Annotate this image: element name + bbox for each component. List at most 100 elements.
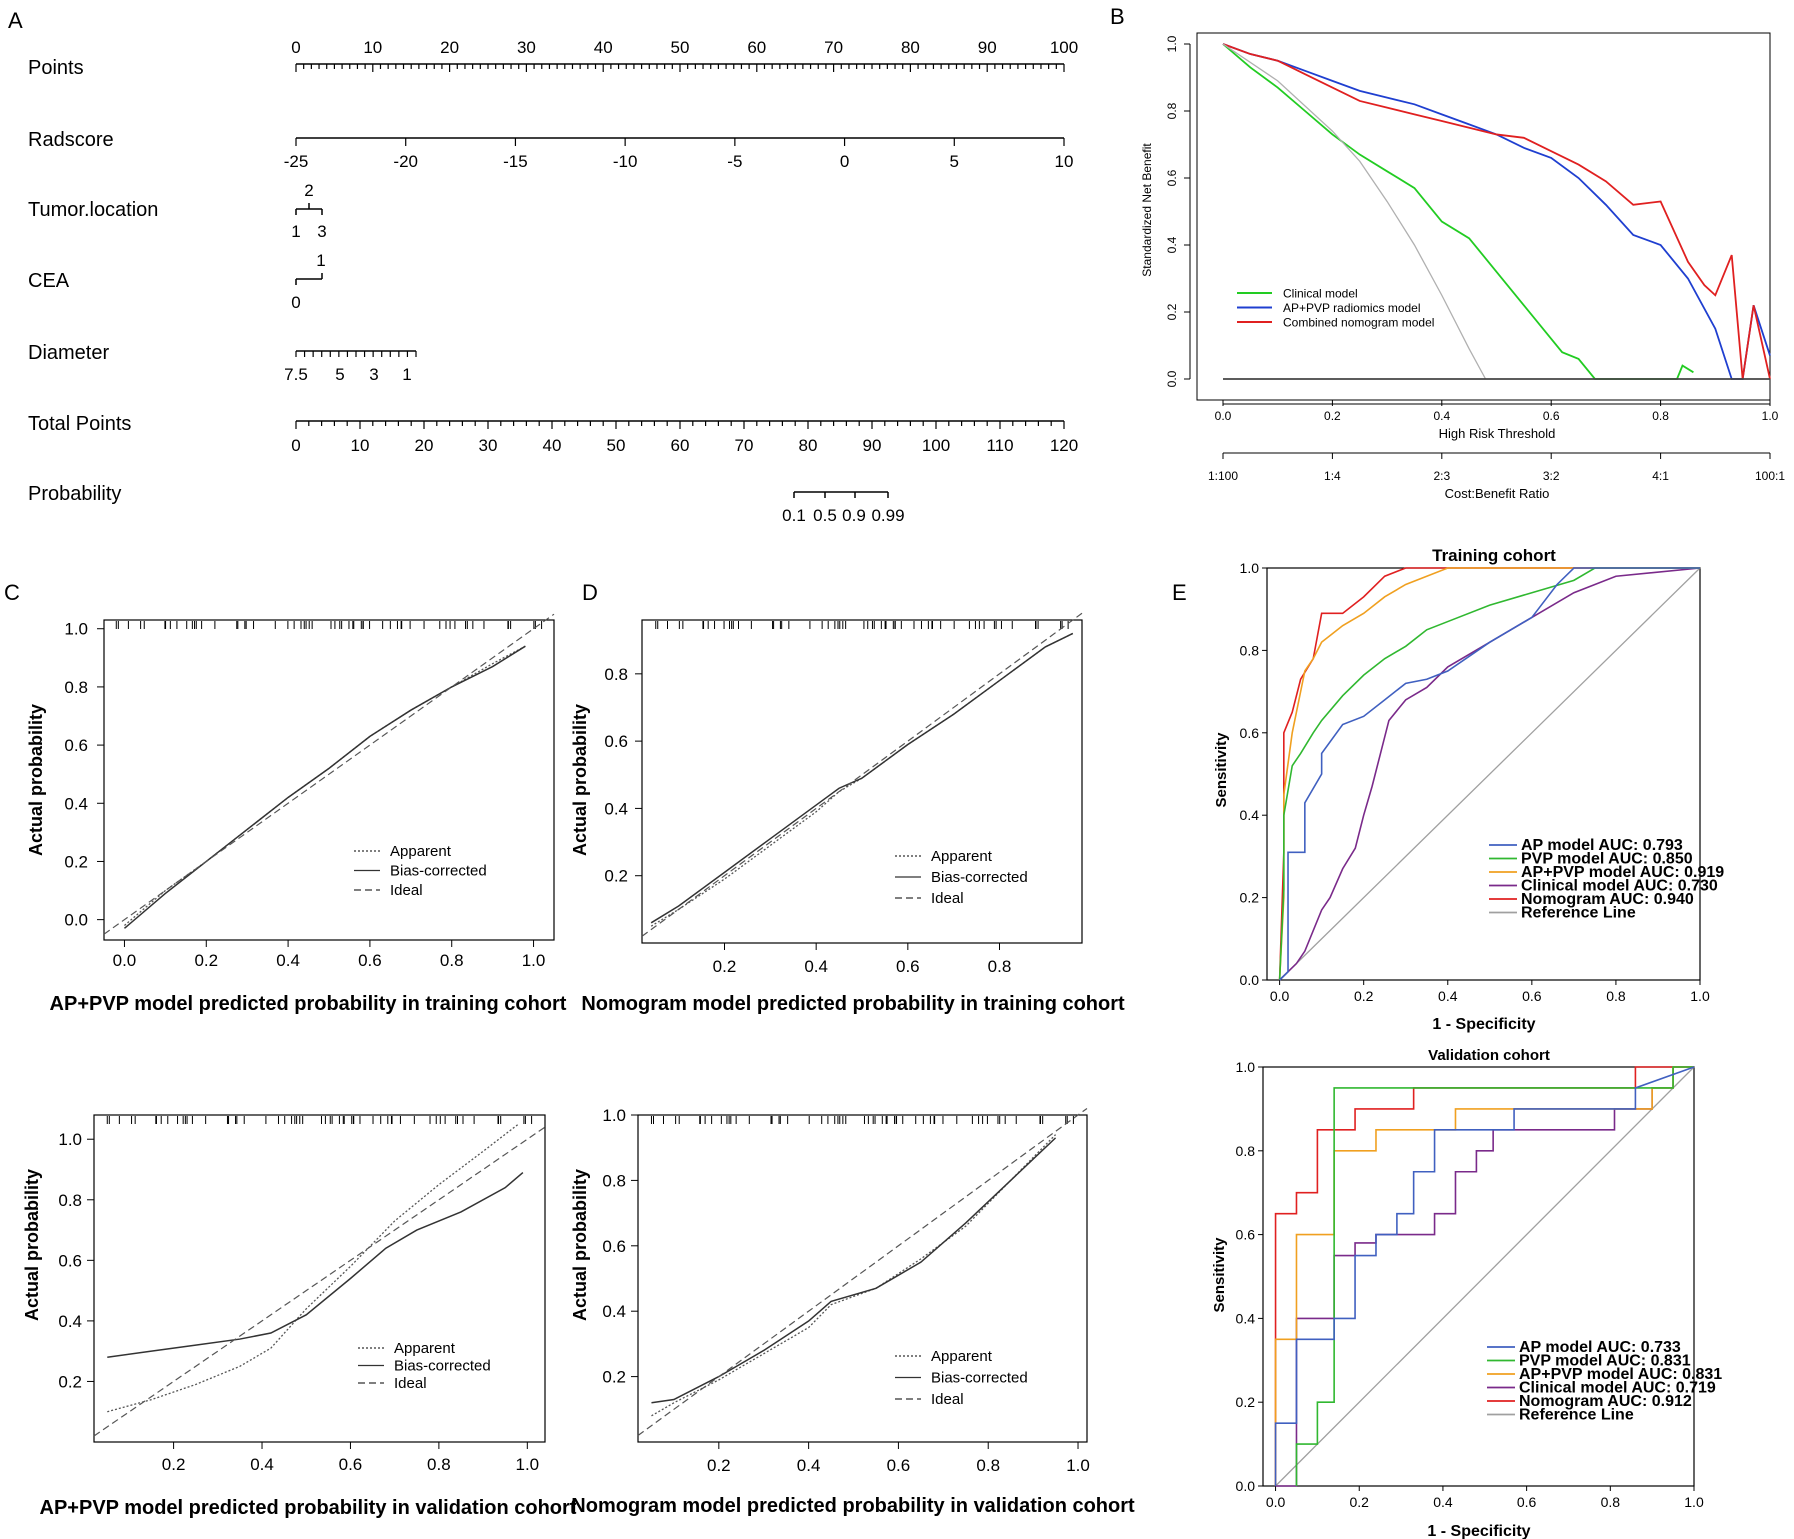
roc-y-tick-label: 0.6 <box>1240 725 1260 741</box>
calibration-rug <box>655 621 1069 629</box>
calibration-rug <box>106 1116 533 1124</box>
radscore-tick-label: -10 <box>613 152 638 171</box>
roc-frame <box>1262 1066 1695 1487</box>
points-tick-label: 80 <box>901 38 920 57</box>
points-tick-label: 60 <box>747 38 766 57</box>
total-points-tick-label: 20 <box>415 436 434 455</box>
calibration-legend-label: Apparent <box>390 843 452 860</box>
calibration-nomogram-training: 0.2 0.4 0.6 0.8 0.2 0.4 0.6 0.8 Apparent Bias-cor… <box>604 612 1083 976</box>
points-tick-label: 10 <box>363 38 382 57</box>
calibration-curve-bias-corrected <box>123 645 526 929</box>
calibration-y-tick-label: 0.8 <box>602 1171 626 1190</box>
calibration-curve-ideal <box>103 613 555 935</box>
roc-x-tick-label: 1.0 <box>1690 988 1710 1004</box>
radscore-tick-label: -15 <box>503 152 528 171</box>
calibration-y-tick-label: 1.0 <box>602 1106 626 1125</box>
calibration-y-tick-label: 0.4 <box>602 1302 626 1321</box>
calibration-x-tick-label: 0.8 <box>427 1455 451 1474</box>
roc-y-tick-label: 0.2 <box>1240 890 1260 906</box>
calibration-y-tick-label: 0.2 <box>64 852 88 871</box>
dca-series-treat-all <box>1222 43 1487 380</box>
calibration-nomogram-validation: 0.2 0.4 0.6 0.8 1.0 0.2 0.4 0.6 0.8 1.0 Apparent Bi… <box>602 1106 1089 1475</box>
calibration-curve-ideal <box>641 612 1083 937</box>
roc-training-panel: 0.0 0.2 0.4 0.6 0.8 1.0 0.0 0.2 0.4 0.6 0.8 1.0 AP m… <box>1240 560 1725 1004</box>
row-label-probability: Probability <box>28 483 121 505</box>
cea-level: 0 <box>291 293 300 312</box>
total-points-tick-label: 110 <box>986 436 1013 455</box>
row-label-points: Points <box>28 57 84 79</box>
roc-validation-y-label: Sensitivity <box>1211 1237 1228 1313</box>
roc-x-tick-label: 0.6 <box>1517 1494 1537 1510</box>
roc-legend-label: AP model AUC: 0.793 <box>1521 837 1683 854</box>
calibration-y-tick-label: 0.2 <box>604 867 628 886</box>
calibration-y-tick-label: 1.0 <box>64 620 88 639</box>
row-label-cea: CEA <box>28 270 70 292</box>
calibration-y-tick-label: 0.4 <box>58 1312 82 1331</box>
dca-y-tick-label: 1.0 <box>1165 35 1179 52</box>
calibration-frame <box>637 1114 1088 1443</box>
dca-series <box>1222 43 1771 380</box>
probability-tick-label: 0.9 <box>842 506 866 525</box>
dca-x-tick-label: 0.0 <box>1215 409 1232 423</box>
total-points-tick-label: 30 <box>479 436 498 455</box>
roc-legend-label: AP model AUC: 0.733 <box>1519 1339 1681 1356</box>
dca-series-ap-pvp-radiomics-model <box>1222 43 1771 380</box>
calibration-ap-pvp-training: 0.0 0.2 0.4 0.6 0.8 1.0 0.0 0.2 0.4 0.6 0.8 1.0 Appa… <box>64 613 555 970</box>
calibration-x-tick-label: 1.0 <box>522 951 546 970</box>
roc-legend-label: Nomogram AUC: 0.940 <box>1521 891 1694 908</box>
total-points-tick-label: 50 <box>607 436 626 455</box>
radscore-tick-label: 10 <box>1055 152 1074 171</box>
dca-y-tick-label: 0.0 <box>1165 370 1179 387</box>
calibration-ap-pvp-validation: 0.2 0.4 0.6 0.8 1.0 0.2 0.4 0.6 0.8 1.0 ApparentBi… <box>58 1114 546 1474</box>
calibration-y-tick-label: 1.0 <box>58 1130 82 1149</box>
roc-training-y-label: Sensitivity <box>1213 732 1230 808</box>
roc-y-tick-label: 0.4 <box>1236 1310 1256 1326</box>
calibration-x-tick-label: 0.4 <box>804 957 828 976</box>
calibration-legend-label: Ideal <box>394 1375 427 1392</box>
roc-x-tick-label: 0.0 <box>1270 988 1290 1004</box>
dca-x2-tick-label: 2:3 <box>1433 469 1450 483</box>
roc-validation-panel: 0.0 0.2 0.4 0.6 0.8 1.0 0.0 0.2 0.4 0.6 0.8 1.0 AP m… <box>1236 1059 1723 1510</box>
roc-x-tick-label: 0.2 <box>1350 1494 1370 1510</box>
roc-y-tick-label: 0.4 <box>1240 807 1260 823</box>
diameter-tick-label: 5 <box>335 365 344 384</box>
calibration-x-tick-label: 0.2 <box>707 1456 731 1475</box>
calibration-legend-label: Apparent <box>394 1340 456 1357</box>
calibration-y-tick-label: 0.0 <box>64 911 88 930</box>
roc-y-tick-label: 0.0 <box>1240 972 1260 988</box>
points-tick-label: 0 <box>291 38 300 57</box>
calibration-legend-label: Ideal <box>390 882 423 899</box>
calibration-x-tick-label: 0.6 <box>896 957 920 976</box>
dca-y-axis-label: Standardized Net Benefit <box>1140 143 1154 277</box>
calibration-x-tick-label: 0.4 <box>250 1455 274 1474</box>
roc-x-tick-label: 0.4 <box>1438 988 1458 1004</box>
row-label-radscore: Radscore <box>28 129 114 151</box>
roc-curve-ap-model-auc-0-733 <box>1274 1066 1695 1486</box>
total-points-tick-label: 120 <box>1050 436 1078 455</box>
calibration-curve-bias-corrected <box>107 1171 524 1358</box>
calibration-rug <box>650 1116 1074 1124</box>
dca-x-axis-label: High Risk Threshold <box>1439 426 1556 441</box>
dca-x-tick-label: 0.2 <box>1324 409 1341 423</box>
c-train-y-axis-label: Actual probability <box>26 704 46 856</box>
points-tick-label: 30 <box>517 38 536 57</box>
row-label-tumor-location: Tumor.location <box>28 199 158 221</box>
calibration-x-tick-label: 0.4 <box>797 1456 821 1475</box>
dca-x2-tick-label: 1:100 <box>1208 469 1238 483</box>
calibration-y-tick-label: 0.6 <box>58 1251 82 1270</box>
roc-y-tick-label: 0.6 <box>1236 1227 1256 1243</box>
tumor-location-level: 3 <box>317 222 326 241</box>
panel-letter-c: C <box>4 580 20 605</box>
total-points-tick-label: 70 <box>735 436 754 455</box>
decision-curve-panel: Standardized Net Benefit High Risk Thres… <box>1140 32 1785 501</box>
roc-legend-label: AP+PVP model AUC: 0.919 <box>1521 864 1724 881</box>
diameter-tick-label: 7.5 <box>284 365 308 384</box>
calibration-legend-label: Apparent <box>931 848 993 865</box>
calibration-legend-label: Bias-corrected <box>390 863 487 880</box>
total-points-tick-label: 0 <box>291 436 300 455</box>
dca-series-combined-nomogram-model <box>1222 43 1771 380</box>
dca-x2-tick-label: 1:4 <box>1324 469 1341 483</box>
roc-x-tick-label: 1.0 <box>1684 1494 1704 1510</box>
diameter-tick-label: 1 <box>402 365 411 384</box>
